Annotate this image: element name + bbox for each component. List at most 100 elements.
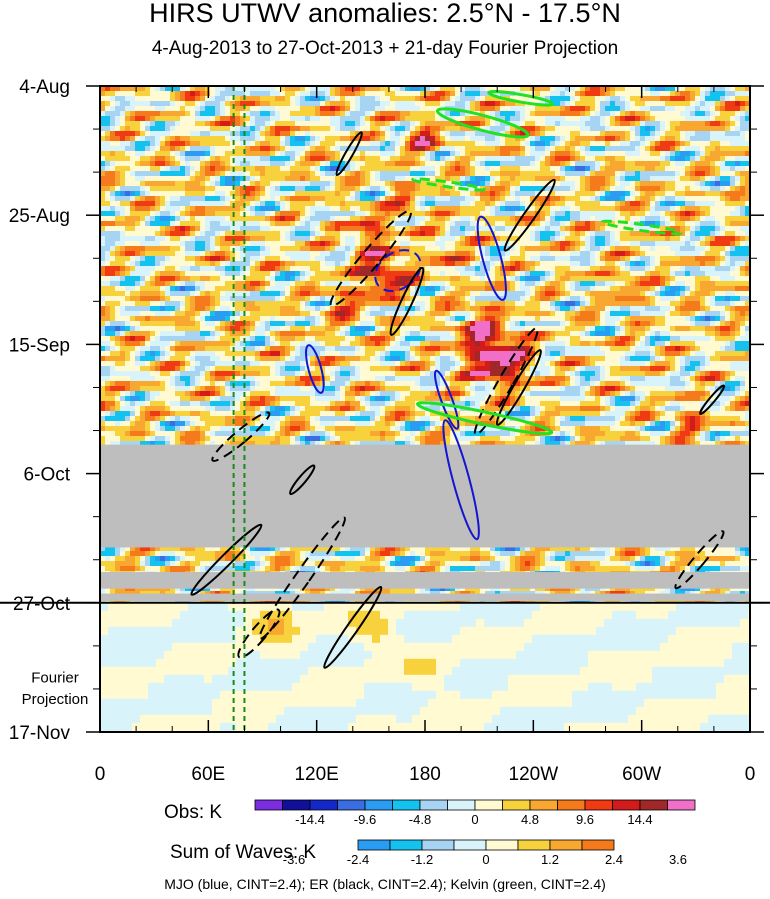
obs-cell — [555, 126, 561, 132]
obs-cell — [335, 106, 341, 112]
obs-cell — [610, 221, 616, 227]
obs-cell — [550, 171, 556, 177]
obs-cell — [260, 111, 266, 117]
obs-cell — [685, 141, 691, 147]
obs-cell — [495, 86, 501, 92]
obs-cell — [190, 176, 196, 182]
obs-cell — [195, 101, 201, 107]
obs-cell — [630, 221, 636, 227]
obs-cell — [310, 116, 316, 122]
obs-cell — [595, 166, 601, 172]
obs-cell — [720, 146, 726, 152]
obs-cell — [510, 101, 516, 107]
obs-cell — [260, 141, 266, 147]
obs-cell — [465, 266, 471, 272]
obs-cell — [695, 141, 701, 147]
obs-cell — [700, 151, 706, 157]
obs-cell — [510, 226, 516, 232]
obs-cell — [260, 156, 266, 162]
obs-cell — [350, 241, 356, 247]
obs-cell — [255, 211, 261, 217]
obs-cell — [170, 236, 176, 242]
obs-cell — [725, 236, 731, 242]
obs-cell — [520, 221, 526, 227]
obs-cell — [280, 256, 286, 262]
obs-cell — [205, 246, 211, 252]
obs-cell — [245, 101, 251, 107]
obs-cell — [665, 161, 671, 167]
obs-cell — [550, 86, 556, 92]
obs-cell — [150, 91, 156, 97]
obs-cell — [740, 176, 746, 182]
obs-cell — [715, 86, 721, 92]
obs-cell — [170, 201, 176, 207]
obs-cell — [285, 211, 291, 217]
obs-cell — [740, 231, 746, 237]
obs-cell — [615, 251, 621, 257]
obs-cell — [725, 141, 731, 147]
obs-cell — [600, 261, 606, 267]
obs-cell — [365, 91, 371, 97]
obs-cell — [190, 141, 196, 147]
obs-cell — [480, 221, 486, 227]
obs-cell — [295, 276, 301, 282]
obs-cell — [340, 276, 346, 282]
obs-cell — [725, 96, 731, 102]
obs-cell — [585, 231, 591, 237]
obs-cell — [435, 126, 441, 132]
obs-cell — [155, 171, 161, 177]
obs-cell — [325, 201, 331, 207]
obs-cell — [700, 101, 706, 107]
obs-cell — [250, 91, 256, 97]
obs-cell — [505, 261, 511, 267]
obs-cell — [595, 146, 601, 152]
obs-cell — [545, 171, 551, 177]
obs-cell — [710, 146, 716, 152]
obs-cell — [590, 176, 596, 182]
obs-cell — [560, 146, 566, 152]
obs-cell — [225, 181, 231, 187]
obs-cell — [230, 101, 236, 107]
obs-cell — [715, 126, 721, 132]
obs-cell — [460, 266, 466, 272]
obs-cell — [335, 246, 341, 252]
obs-cell — [745, 226, 750, 232]
obs-cell — [340, 176, 346, 182]
obs-cell — [165, 181, 171, 187]
obs-cell — [555, 131, 561, 137]
obs-cell — [660, 86, 666, 92]
obs-cell — [150, 146, 156, 152]
obs-cell — [730, 271, 736, 277]
obs-cell — [280, 126, 286, 132]
obs-cell — [555, 111, 561, 117]
obs-cell — [700, 271, 706, 277]
obs-cell — [595, 196, 601, 202]
obs-cell — [110, 216, 116, 222]
obs-cell — [125, 101, 131, 107]
obs-cell — [660, 96, 666, 102]
obs-cell — [330, 91, 336, 97]
obs-cell — [430, 141, 436, 147]
obs-cell — [525, 96, 531, 102]
obs-cell — [550, 176, 556, 182]
obs-cell — [135, 166, 141, 172]
obs-cell — [635, 101, 641, 107]
obs-cell — [150, 271, 156, 277]
obs-cell — [705, 126, 711, 132]
obs-cell — [380, 271, 386, 277]
obs-cell — [165, 261, 171, 267]
obs-cell — [130, 181, 136, 187]
obs-cell — [475, 101, 481, 107]
obs-cell — [320, 256, 326, 262]
obs-cell — [475, 86, 481, 92]
obs-cell — [145, 111, 151, 117]
obs-cell — [520, 181, 526, 187]
obs-cell — [535, 171, 541, 177]
obs-cell — [575, 101, 581, 107]
obs-cell — [225, 166, 231, 172]
obs-cell — [125, 111, 131, 117]
obs-cell — [655, 126, 661, 132]
obs-cell — [715, 96, 721, 102]
obs-cell — [310, 241, 316, 247]
obs-cell — [690, 111, 696, 117]
